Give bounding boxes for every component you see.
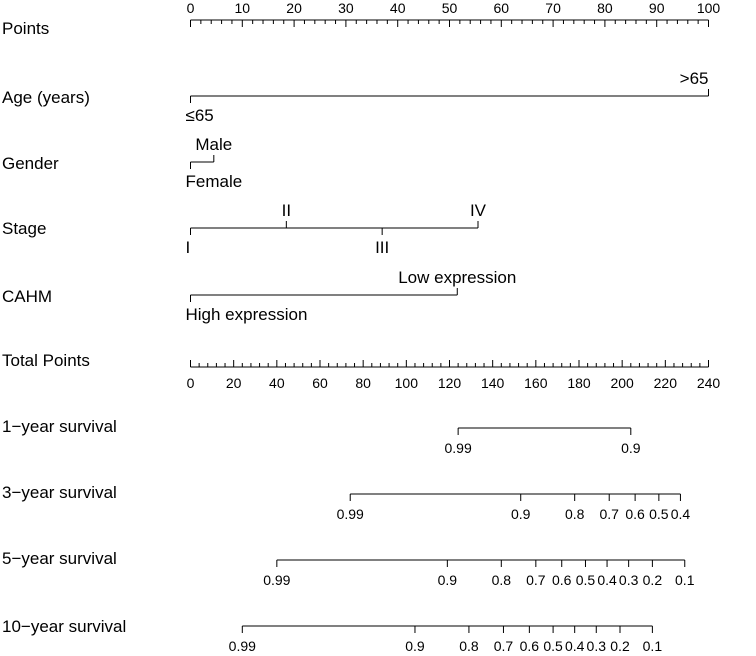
stage-level-label: IV (470, 201, 487, 220)
stage-level-label: III (375, 238, 389, 257)
survival-3-tick-label: 0.7 (526, 572, 546, 588)
survival-2-tick-label: 0.5 (649, 506, 669, 522)
survival-1-tick-label: 0.9 (621, 440, 641, 456)
survival-3-tick-label: 0.99 (263, 572, 290, 588)
stage-level-label: I (186, 238, 191, 257)
survival-4-tick-label: 0.6 (520, 638, 540, 654)
total-points-tick-label: 140 (481, 375, 505, 391)
survival-4-row-label: 10−year survival (2, 617, 126, 636)
total-points-tick-label: 240 (697, 375, 721, 391)
survival-3-row-label: 5−year survival (2, 549, 117, 568)
row-label-total-points: Total Points (2, 351, 90, 370)
survival-3-tick-label: 0.8 (492, 572, 512, 588)
survival-4-tick-label: 0.4 (565, 638, 585, 654)
points-axis-tick-label: 40 (390, 0, 406, 16)
survival-2-tick-label: 0.4 (671, 506, 691, 522)
survival-1-tick-label: 0.99 (445, 440, 472, 456)
total-points-tick-label: 200 (610, 375, 634, 391)
points-axis-tick-label: 70 (545, 0, 561, 16)
row-label-age-years: Age (years) (2, 88, 90, 107)
row-label-cahm: CAHM (2, 287, 52, 306)
survival-3-tick-label: 0.1 (675, 572, 695, 588)
points-axis-tick-label: 60 (494, 0, 510, 16)
survival-3-tick-label: 0.6 (552, 572, 572, 588)
gender-level-label: Female (186, 172, 243, 191)
labels-layer: Points 0 10 20 30 40 50 60 70 80 90 100 Age (years) ≤… (2, 0, 720, 654)
survival-4-tick-label: 0.8 (459, 638, 479, 654)
total-points-tick-label: 160 (524, 375, 548, 391)
survival-4-tick-label: 0.1 (643, 638, 663, 654)
points-axis-tick-label: 100 (697, 0, 721, 16)
survival-3-tick-label: 0.2 (643, 572, 663, 588)
survival-3-tick-label: 0.9 (438, 572, 458, 588)
points-axis-tick-label: 20 (286, 0, 302, 16)
points-axis-tick-label: 0 (187, 0, 195, 16)
survival-3-tick-label: 0.5 (576, 572, 596, 588)
points-axis-tick-label: 80 (597, 0, 613, 16)
survival-2-tick-label: 0.6 (625, 506, 645, 522)
total-points-tick-label: 180 (567, 375, 591, 391)
points-axis-tick-label: 90 (649, 0, 665, 16)
axis-lines-layer (190, 19, 709, 633)
survival-3-tick-label: 0.4 (597, 572, 617, 588)
total-points-tick-label: 60 (312, 375, 328, 391)
survival-2-tick-label: 0.99 (337, 506, 364, 522)
points-axis-tick-label: 10 (235, 0, 251, 16)
survival-4-tick-label: 0.5 (543, 638, 563, 654)
row-label-gender: Gender (2, 154, 59, 173)
points-axis-tick-label: 50 (442, 0, 458, 16)
total-points-tick-label: 40 (269, 375, 285, 391)
total-points-tick-label: 20 (226, 375, 242, 391)
survival-4-tick-label: 0.2 (610, 638, 630, 654)
total-points-tick-label: 120 (438, 375, 462, 391)
total-points-tick-label: 0 (187, 375, 195, 391)
cahm-level-label: Low expression (398, 268, 516, 287)
row-label-stage: Stage (2, 219, 46, 238)
survival-2-tick-label: 0.9 (511, 506, 531, 522)
survival-4-tick-label: 0.7 (494, 638, 514, 654)
cahm-level-label: High expression (186, 305, 308, 324)
survival-4-tick-label: 0.99 (229, 638, 256, 654)
survival-4-tick-label: 0.3 (587, 638, 607, 654)
row-label-points: Points (2, 19, 49, 38)
age-years-level-label: ≤65 (186, 106, 214, 125)
points-axis-tick-label: 30 (338, 0, 354, 16)
survival-1-row-label: 1−year survival (2, 417, 117, 436)
survival-2-tick-label: 0.7 (599, 506, 619, 522)
total-points-tick-label: 100 (395, 375, 419, 391)
total-points-tick-label: 80 (355, 375, 371, 391)
survival-4-tick-label: 0.9 (405, 638, 425, 654)
total-points-tick-label: 220 (654, 375, 678, 391)
gender-level-label: Male (195, 135, 232, 154)
survival-2-tick-label: 0.8 (565, 506, 585, 522)
survival-3-tick-label: 0.3 (619, 572, 639, 588)
survival-2-row-label: 3−year survival (2, 483, 117, 502)
stage-level-label: II (282, 201, 291, 220)
age-years-level-label: >65 (680, 69, 709, 88)
